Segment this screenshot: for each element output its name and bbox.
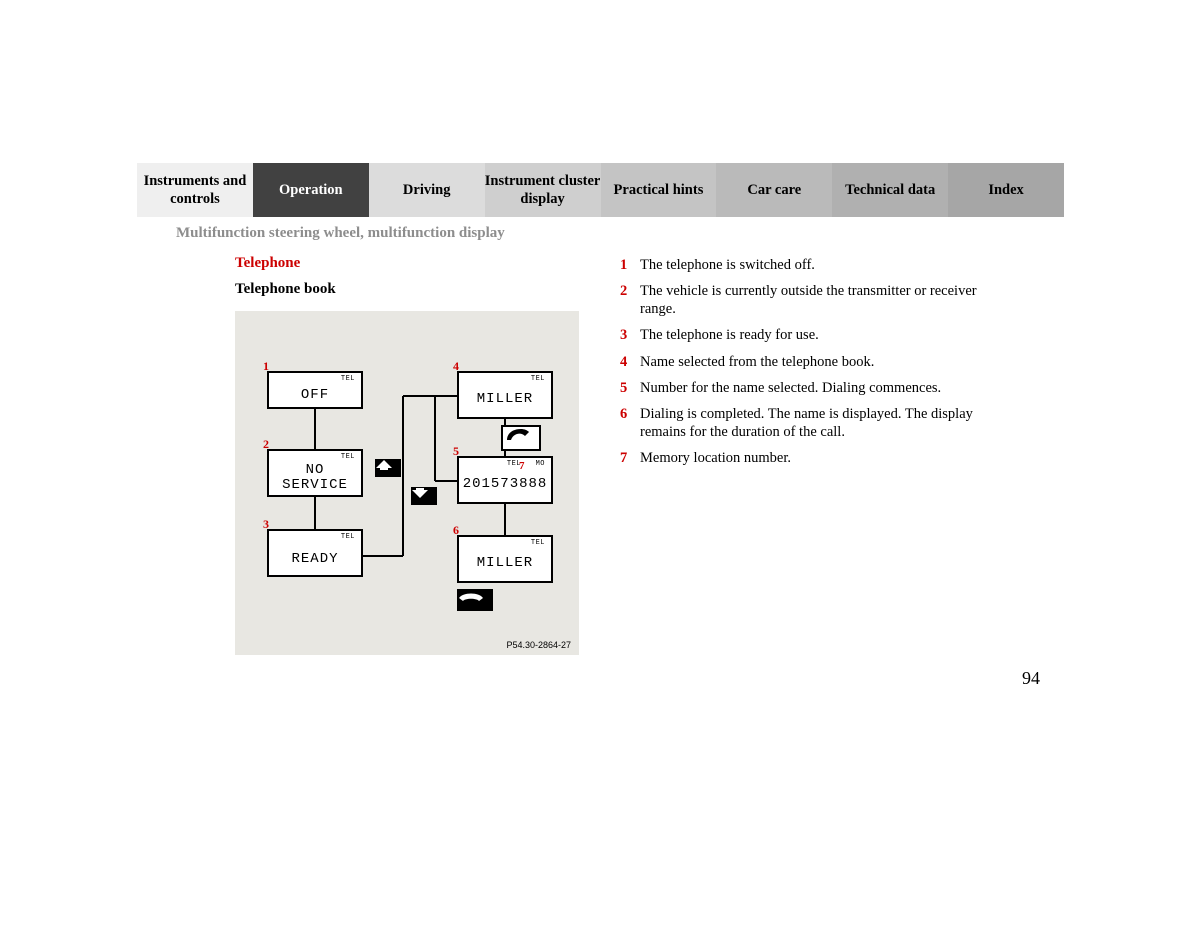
tel-label: TEL	[531, 539, 545, 547]
legend-item: 3 The telephone is ready for use.	[620, 326, 995, 344]
legend-item: 2 The vehicle is currently outside the t…	[620, 282, 995, 318]
tab-strip: Instruments and controls Operation Drivi…	[137, 163, 1064, 217]
tel-label: TEL	[341, 453, 355, 461]
tab-practical-hints[interactable]: Practical hints	[601, 163, 717, 217]
legend-list: 1 The telephone is switched off. 2 The v…	[620, 256, 995, 475]
callout-2: 2	[263, 437, 269, 452]
tel-label: TEL	[341, 533, 355, 541]
legend-text: The telephone is switched off.	[640, 256, 995, 274]
legend-num: 6	[620, 405, 640, 423]
tab-operation[interactable]: Operation	[253, 163, 369, 217]
diagram-code: P54.30-2864-27	[506, 640, 571, 650]
legend-text: Dialing is completed. The name is displa…	[640, 405, 995, 441]
page-number: 94	[1022, 668, 1040, 689]
legend-text: The telephone is ready for use.	[640, 326, 995, 344]
diagram-box-ready: TEL READY	[267, 529, 363, 577]
legend-item: 6 Dialing is completed. The name is disp…	[620, 405, 995, 441]
legend-item: 7 Memory location number.	[620, 449, 995, 467]
tab-index[interactable]: Index	[948, 163, 1064, 217]
section-subtitle: Multifunction steering wheel, multifunct…	[176, 225, 505, 242]
down-arrow-icon	[411, 487, 437, 505]
diagram-box-number: TEL MO 7 201573888	[457, 456, 553, 504]
legend-num: 7	[620, 449, 640, 467]
diagram-box-text: NO	[306, 462, 325, 478]
tab-driving[interactable]: Driving	[369, 163, 485, 217]
tel-label: TEL	[341, 375, 355, 383]
diagram-box-text: SERVICE	[282, 477, 348, 493]
heading-telephone: Telephone	[235, 255, 300, 272]
callout-1: 1	[263, 359, 269, 374]
diagram-box-off: TEL OFF	[267, 371, 363, 409]
diagram-box-no-service: TEL NO SERVICE	[267, 449, 363, 497]
telephone-diagram: TEL OFF 1 TEL NO SERVICE 2 TEL READY 3 T…	[235, 311, 579, 655]
phone-hangup-icon	[457, 589, 493, 611]
legend-item: 4 Name selected from the telephone book.	[620, 353, 995, 371]
legend-text: Number for the name selected. Dialing co…	[640, 379, 995, 397]
diagram-box-miller-bottom: TEL MILLER	[457, 535, 553, 583]
legend-num: 1	[620, 256, 640, 274]
legend-text: Name selected from the telephone book.	[640, 353, 995, 371]
legend-item: 1 The telephone is switched off.	[620, 256, 995, 274]
tel-label: TEL	[531, 375, 545, 383]
callout-7: 7	[519, 460, 525, 472]
phone-pickup-icon	[501, 425, 541, 451]
callout-6: 6	[453, 523, 459, 538]
callout-4: 4	[453, 359, 459, 374]
tab-instrument-cluster[interactable]: Instrument cluster display	[485, 163, 601, 217]
tab-technical-data[interactable]: Technical data	[832, 163, 948, 217]
legend-item: 5 Number for the name selected. Dialing …	[620, 379, 995, 397]
tab-car-care[interactable]: Car care	[716, 163, 832, 217]
heading-telephone-book: Telephone book	[235, 281, 336, 298]
legend-num: 5	[620, 379, 640, 397]
legend-num: 2	[620, 282, 640, 300]
legend-text: Memory location number.	[640, 449, 995, 467]
legend-num: 3	[620, 326, 640, 344]
legend-num: 4	[620, 353, 640, 371]
callout-5: 5	[453, 444, 459, 459]
manual-page: Instruments and controls Operation Drivi…	[0, 0, 1200, 927]
tab-instruments[interactable]: Instruments and controls	[137, 163, 253, 217]
diagram-box-miller-top: TEL MILLER	[457, 371, 553, 419]
up-arrow-icon	[375, 459, 401, 477]
legend-text: The vehicle is currently outside the tra…	[640, 282, 995, 318]
callout-3: 3	[263, 517, 269, 532]
mo-label: MO	[536, 460, 545, 468]
